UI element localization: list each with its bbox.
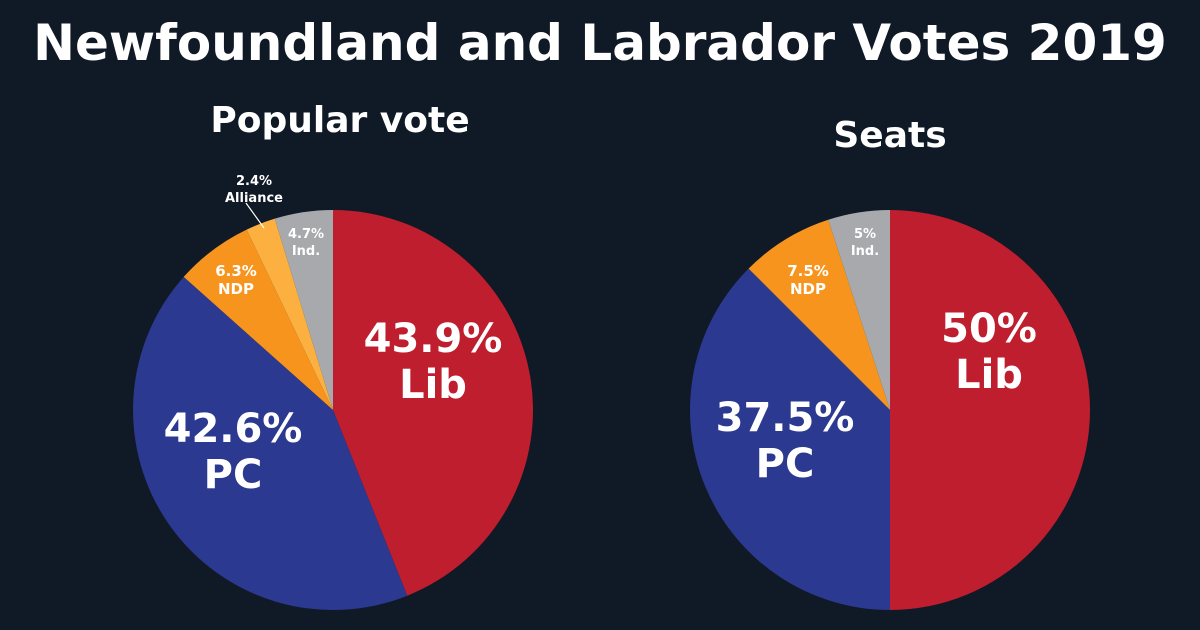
seats-slice-pc [690,268,890,610]
popular-vote-slice-pc [132,276,408,610]
popular-vote-label-ind: 4.7% Ind. [288,227,324,259]
popular-vote-label-ndp: 6.3% NDP [215,262,257,298]
popular-vote-leader-alliance [245,202,265,229]
seats-label-pc: 37.5% PC [716,395,855,487]
popular-vote-pie [132,210,533,610]
page-title: Newfoundland and Labrador Votes 2019 [33,14,1167,72]
popular-vote-slice-ind [274,210,333,410]
popular-vote-title: Popular vote [210,100,470,141]
popular-vote-slice-alliance [246,218,333,410]
seats-pie [690,210,1090,610]
seats-slice-ind [828,210,890,410]
seats-slice-ndp [748,219,890,410]
popular-vote-label-alliance: 2.4% Alliance [225,174,283,206]
popular-vote-label-pc: 42.6% PC [164,406,303,498]
popular-vote-slice-ndp [183,229,333,410]
popular-vote-slice-lib [333,210,533,596]
seats-label-ind: 5% Ind. [851,227,879,259]
seats-label-ndp: 7.5% NDP [787,262,829,298]
seats-label-lib: 50% Lib [941,306,1037,398]
seats-slice-lib [890,210,1090,610]
popular-vote-label-lib: 43.9% Lib [364,316,503,408]
seats-title: Seats [833,115,947,156]
